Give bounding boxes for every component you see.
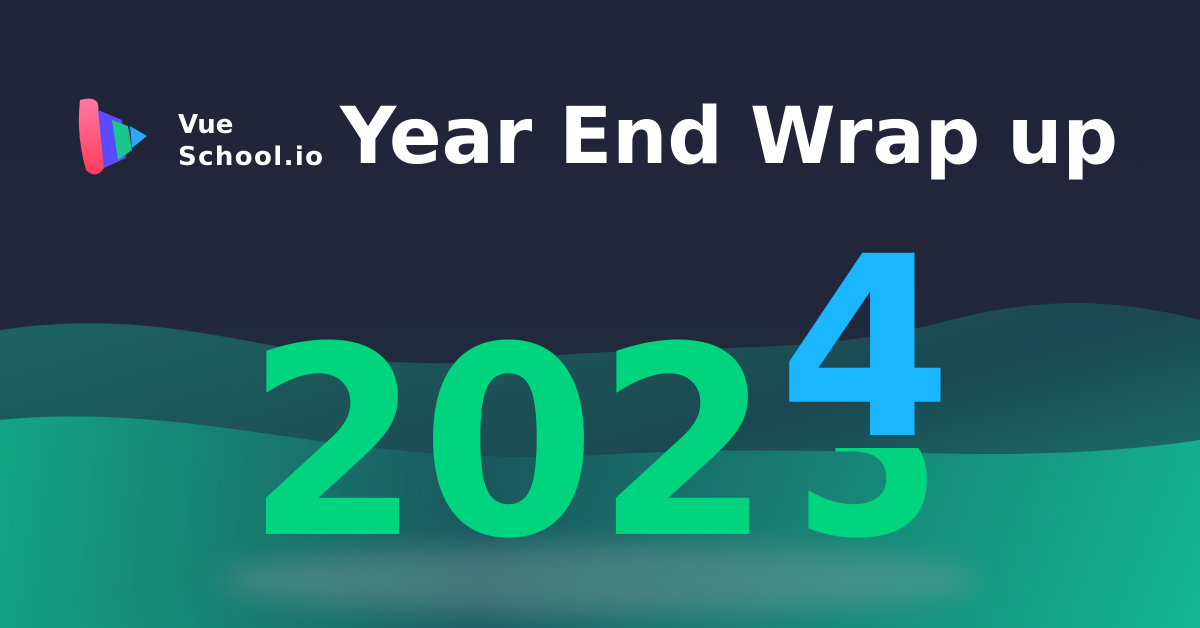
logo-shape (78, 98, 104, 175)
logo-text: Vue (178, 110, 233, 140)
year-new-digit: 4 (778, 203, 952, 494)
logo (78, 98, 147, 175)
title: Year End Wrap up (339, 92, 1118, 182)
year-old-digit: 3 (794, 291, 944, 596)
year-base: 202 (246, 291, 771, 596)
logo-shape (130, 126, 147, 148)
reflection (220, 545, 980, 615)
logo-shape (112, 120, 132, 160)
logo-text: School.io (178, 142, 323, 172)
old-digit-clip: 3 (794, 291, 944, 596)
